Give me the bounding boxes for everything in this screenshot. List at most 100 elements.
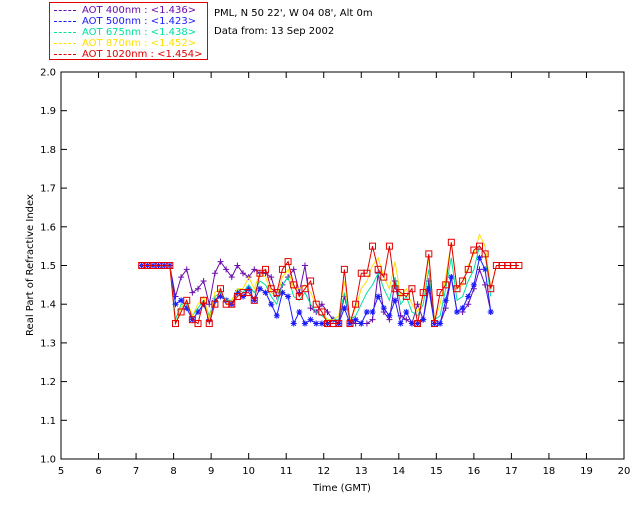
- legend-item-500nm: AOT 500nm : <1.423>: [54, 16, 196, 27]
- data-point: [403, 308, 410, 315]
- data-point: [307, 305, 314, 312]
- data-point: [436, 289, 444, 297]
- data-point: [459, 277, 467, 285]
- data-point: [447, 238, 455, 246]
- data-point: [340, 265, 348, 273]
- data-point: [233, 292, 241, 300]
- data-point: [414, 320, 422, 328]
- legend-box: AOT 400nm : <1.436> AOT 500nm : <1.423> …: [49, 2, 208, 60]
- data-point: [256, 269, 264, 277]
- data-point: [425, 250, 433, 258]
- data-point: [363, 269, 371, 277]
- data-point: [465, 301, 472, 308]
- data-point: [245, 285, 252, 292]
- data-point: [240, 270, 247, 277]
- y-tick-label: 1.3: [40, 338, 56, 349]
- legend-swatch-870nm: [54, 42, 76, 44]
- data-point: [301, 262, 308, 269]
- legend-swatch-1020nm: [54, 53, 76, 55]
- data-point: [240, 293, 247, 300]
- data-point: [250, 296, 258, 304]
- data-point: [487, 285, 495, 293]
- data-point: [482, 266, 489, 273]
- data-point: [251, 266, 258, 273]
- data-point: [290, 320, 297, 327]
- data-point: [206, 301, 213, 308]
- data-point: [301, 285, 309, 293]
- data-point: [363, 308, 370, 315]
- data-point: [183, 296, 191, 304]
- data-point: [183, 266, 190, 273]
- location-info: PML, N 50 22', W 04 08', Alt 0m: [214, 8, 373, 19]
- legend-swatch-400nm: [54, 9, 76, 11]
- data-point: [380, 305, 387, 312]
- y-tick-label: 1.9: [40, 106, 56, 117]
- data-point: [465, 293, 472, 300]
- data-point: [177, 308, 185, 316]
- data-point: [515, 262, 523, 269]
- x-tick-label: 18: [543, 466, 556, 477]
- x-tick-label: 10: [242, 466, 255, 477]
- data-point: [481, 250, 489, 258]
- data-point: [397, 289, 405, 297]
- data-point: [346, 320, 354, 328]
- data-point: [267, 285, 275, 293]
- data-point: [374, 265, 382, 273]
- data-point: [352, 300, 360, 308]
- data-point: [448, 274, 455, 281]
- data-point: [217, 258, 224, 265]
- data-point: [369, 242, 377, 250]
- data-point: [318, 320, 325, 327]
- data-point: [470, 281, 477, 288]
- data-point: [211, 270, 218, 277]
- data-point: [273, 289, 281, 297]
- data-point: [487, 308, 494, 315]
- data-point: [268, 301, 275, 308]
- data-point: [437, 320, 444, 327]
- y-axis-ticks: 1.0 1.1 1.2 1.3 1.4 1.5 1.6 1.7 1.8 1.9 2.0: [40, 68, 624, 466]
- data-point: [245, 289, 253, 297]
- y-tick-label: 1.6: [40, 222, 56, 233]
- data-point: [375, 293, 382, 300]
- data-point: [273, 312, 280, 319]
- data-point: [262, 265, 270, 273]
- data-point: [470, 246, 478, 254]
- data-point: [200, 301, 207, 308]
- x-tick-label: 17: [505, 466, 518, 477]
- data-point: [189, 289, 196, 296]
- data-point: [284, 258, 292, 266]
- data-point: [183, 305, 190, 312]
- x-tick-label: 15: [430, 466, 443, 477]
- data-point: [211, 300, 219, 308]
- x-tick-label: 20: [618, 466, 631, 477]
- data-point: [318, 301, 325, 308]
- data-point: [453, 308, 460, 315]
- date-info: Data from: 13 Sep 2002: [214, 26, 335, 37]
- data-point: [453, 285, 461, 293]
- series-4: [138, 238, 523, 328]
- data-point: [307, 316, 314, 323]
- x-tick-label: 6: [95, 466, 101, 477]
- x-tick-label: 9: [208, 466, 214, 477]
- data-point: [278, 265, 286, 273]
- legend-item-400nm: AOT 400nm : <1.436>: [54, 5, 196, 16]
- data-point: [171, 320, 179, 328]
- x-tick-label: 19: [580, 466, 593, 477]
- data-point: [464, 265, 472, 273]
- data-point: [442, 297, 449, 304]
- data-point: [430, 320, 438, 328]
- legend-item-870nm: AOT 870nm : <1.452>: [54, 38, 196, 49]
- legend-label-400nm: AOT 400nm : <1.436>: [82, 5, 197, 16]
- data-point: [459, 305, 466, 312]
- data-point: [313, 320, 320, 327]
- data-point: [358, 320, 365, 327]
- data-point: [408, 285, 416, 293]
- data-point: [228, 300, 236, 308]
- x-tick-label: 8: [170, 466, 176, 477]
- legend-item-675nm: AOT 675nm : <1.438>: [54, 27, 196, 38]
- y-axis-label: Real Part of Refractive Index: [25, 194, 36, 336]
- legend-swatch-500nm: [54, 20, 76, 22]
- data-point: [138, 262, 145, 269]
- x-tick-label: 13: [355, 466, 368, 477]
